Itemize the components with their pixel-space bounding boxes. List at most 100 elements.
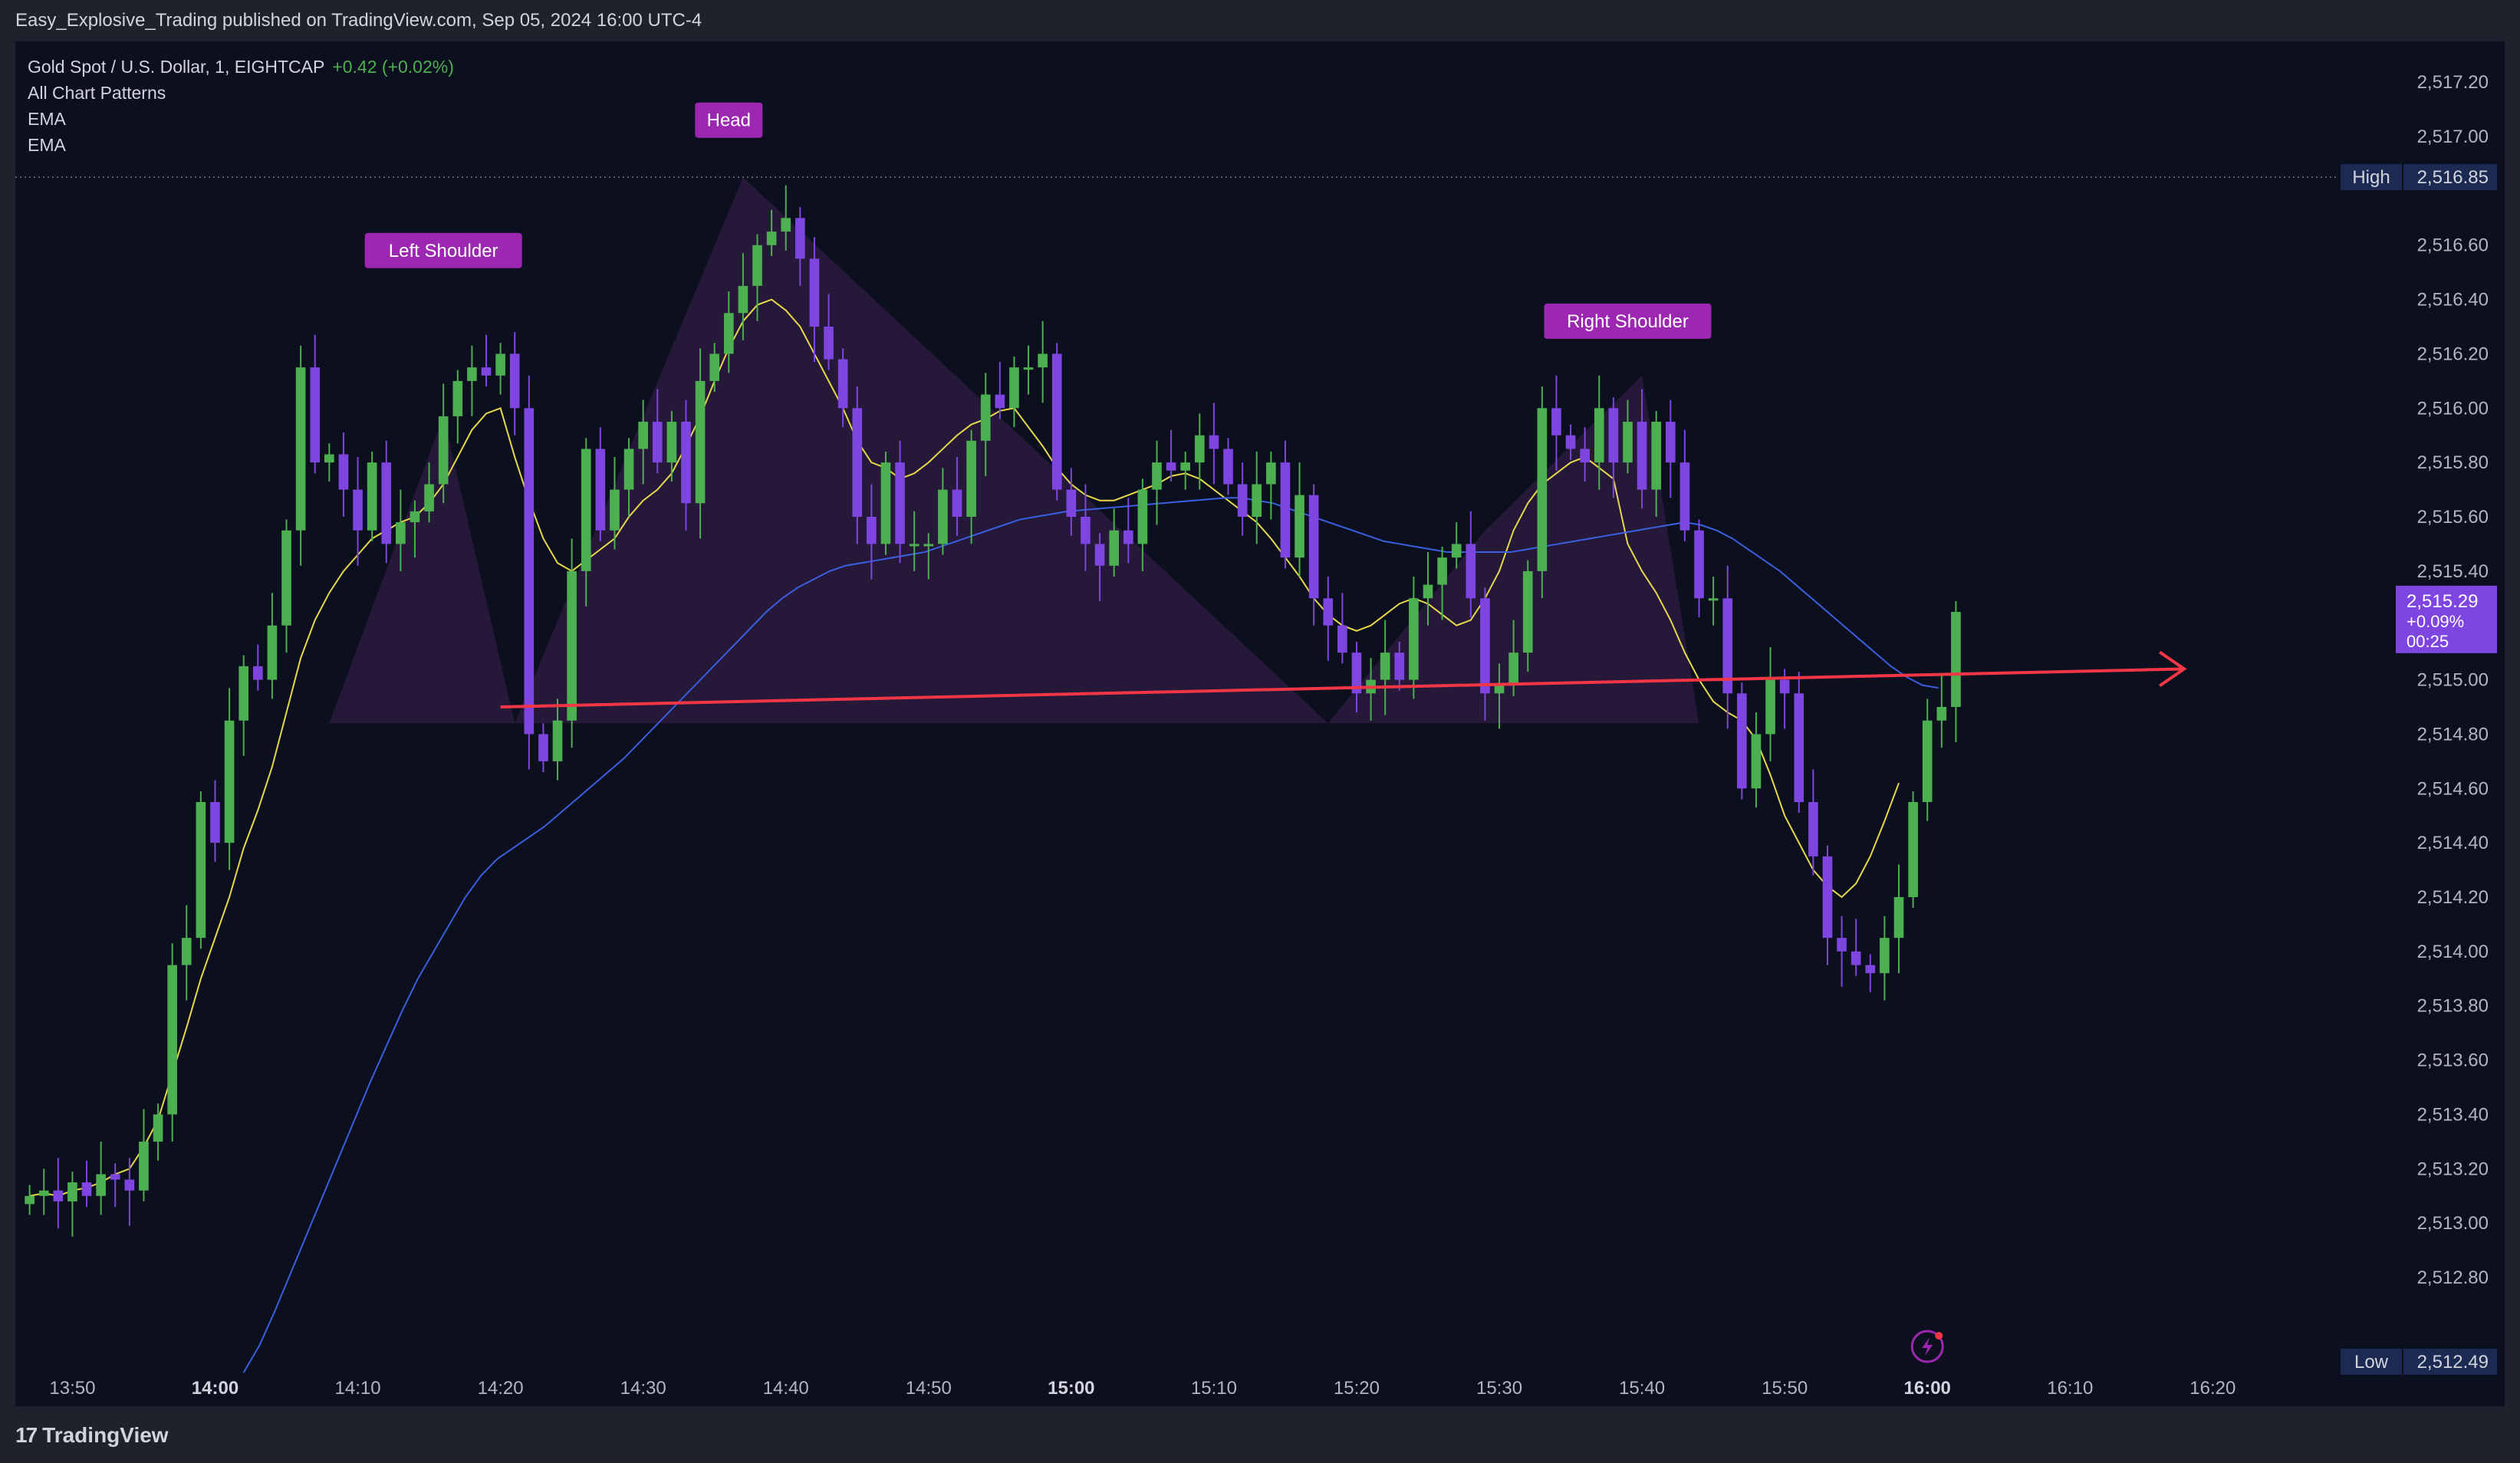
symbol-change: +0.42 (+0.02%)	[332, 57, 454, 77]
candle-body	[1951, 612, 1961, 707]
candle-body	[1423, 584, 1433, 599]
candle-body	[1094, 544, 1105, 566]
legend-symbol-row[interactable]: Gold Spot / U.S. Dollar, 1, EIGHTCAP +0.4…	[28, 54, 454, 80]
candle-body	[1166, 462, 1176, 471]
candle-body	[1337, 625, 1347, 653]
candle-body	[695, 380, 706, 504]
price-axis: 2,512.80 2,513.00 2,513.20 2,513.40 2,513.60…	[2341, 72, 2497, 1375]
candle-body	[567, 570, 577, 721]
candle-body	[1665, 422, 1676, 463]
candle-body	[666, 422, 677, 463]
candle-body	[1722, 598, 1733, 694]
candle-body	[1608, 408, 1619, 463]
candle-body	[1380, 653, 1390, 680]
price-tick-label: 2,513.80	[2417, 996, 2489, 1017]
candle-body	[410, 511, 420, 523]
time-tick-label: 16:20	[2189, 1378, 2235, 1399]
candle-body	[1765, 679, 1775, 735]
price-tick-label: 2,517.20	[2417, 72, 2489, 93]
countdown: 00:25	[2407, 632, 2449, 651]
candle-body	[1109, 530, 1119, 566]
candle-body	[1038, 353, 1048, 368]
candle-body	[895, 462, 905, 544]
price-chart[interactable]: Left Shoulder Head Right Shoulder 2,512.80…	[0, 0, 2520, 1406]
candle-body	[938, 489, 948, 544]
price-tick-label: 2,515.80	[2417, 452, 2489, 473]
high-label: High	[2352, 167, 2390, 188]
candle-body	[809, 258, 820, 327]
candle-body	[1893, 897, 1904, 939]
candle-body	[1209, 435, 1219, 449]
candle-body	[623, 449, 634, 490]
published-info: Easy_Explosive_Trading published on Trad…	[15, 10, 702, 31]
candle-body	[1451, 544, 1462, 558]
pattern-label: Right Shoulder	[1567, 311, 1689, 332]
candle-body	[837, 359, 848, 409]
indicator-ema-slow[interactable]: EMA	[28, 135, 66, 155]
symbol-title: Gold Spot / U.S. Dollar, 1, EIGHTCAP	[28, 57, 325, 77]
candle-body	[1295, 495, 1304, 558]
candle-body	[824, 327, 834, 360]
flash-icon[interactable]	[1910, 1330, 1944, 1363]
candle-body	[295, 367, 306, 531]
candle-body	[81, 1182, 92, 1196]
candle-body	[1708, 598, 1719, 601]
price-tick-label: 2,513.40	[2417, 1104, 2489, 1125]
candle-body	[181, 938, 192, 965]
price-tick-label: 2,514.20	[2417, 887, 2489, 908]
candle-body	[1051, 353, 1062, 490]
candle-body	[1480, 598, 1490, 694]
indicator-ema-fast[interactable]: EMA	[28, 109, 66, 129]
candle-body	[353, 489, 363, 531]
candle-body	[1623, 422, 1633, 463]
time-tick-label: 15:40	[1619, 1378, 1665, 1399]
candle-body	[723, 313, 734, 354]
flash-icon-bolt	[1922, 1337, 1933, 1356]
pattern-shape	[329, 177, 1699, 724]
candle-body	[1880, 938, 1890, 974]
candle-body	[1394, 653, 1405, 680]
pattern-labels: Left Shoulder Head Right Shoulder	[364, 102, 1712, 339]
price-tick-label: 2,515.00	[2417, 670, 2489, 691]
price-tick-label: 2,514.40	[2417, 833, 2489, 853]
candle-body	[167, 965, 177, 1115]
price-tick-label: 2,516.20	[2417, 344, 2489, 364]
price-tick-label: 2,513.20	[2417, 1159, 2489, 1179]
time-axis: 13:50 14:00 14:10 14:20 14:30 14:40 14:50 15:00…	[49, 1330, 2235, 1399]
neckline-layer	[500, 650, 2187, 708]
candle-body	[1522, 570, 1533, 653]
candle-body	[1180, 462, 1191, 471]
candle-body	[1409, 598, 1419, 680]
candle-body	[367, 462, 377, 531]
chart-area[interactable]	[15, 41, 2505, 1406]
price-tick-label: 2,514.80	[2417, 724, 2489, 745]
candle-body	[324, 454, 334, 463]
candle-body	[452, 380, 463, 416]
candle-body	[1266, 462, 1276, 485]
price-tick-label: 2,516.60	[2417, 235, 2489, 256]
tradingview-logo[interactable]: 17 TradingView	[15, 1423, 169, 1448]
candle-body	[752, 245, 762, 286]
candle-body	[1679, 462, 1690, 531]
candle-body	[552, 720, 563, 761]
candle-body	[781, 218, 791, 232]
last-price: 2,515.29	[2407, 591, 2478, 612]
candle-body	[524, 408, 535, 735]
price-tick-label: 2,516.00	[2417, 398, 2489, 419]
publisher-header: Easy_Explosive_Trading published on Trad…	[0, 0, 2520, 41]
high-badge	[2341, 164, 2402, 191]
candle-body	[1651, 422, 1662, 490]
candle-body	[210, 802, 220, 843]
candle-body	[1779, 679, 1790, 694]
price-tick-label: 2,513.60	[2417, 1050, 2489, 1071]
indicator-all-chart-patterns[interactable]: All Chart Patterns	[28, 83, 166, 103]
pattern-label-box	[695, 102, 763, 138]
candle-body	[139, 1141, 149, 1191]
candle-body	[338, 454, 349, 490]
candle-body	[638, 422, 648, 449]
candle-body	[1009, 367, 1019, 409]
candle-body	[481, 367, 492, 376]
candle-body	[1137, 489, 1148, 544]
candle-body	[610, 489, 620, 531]
candle-body	[966, 440, 976, 517]
